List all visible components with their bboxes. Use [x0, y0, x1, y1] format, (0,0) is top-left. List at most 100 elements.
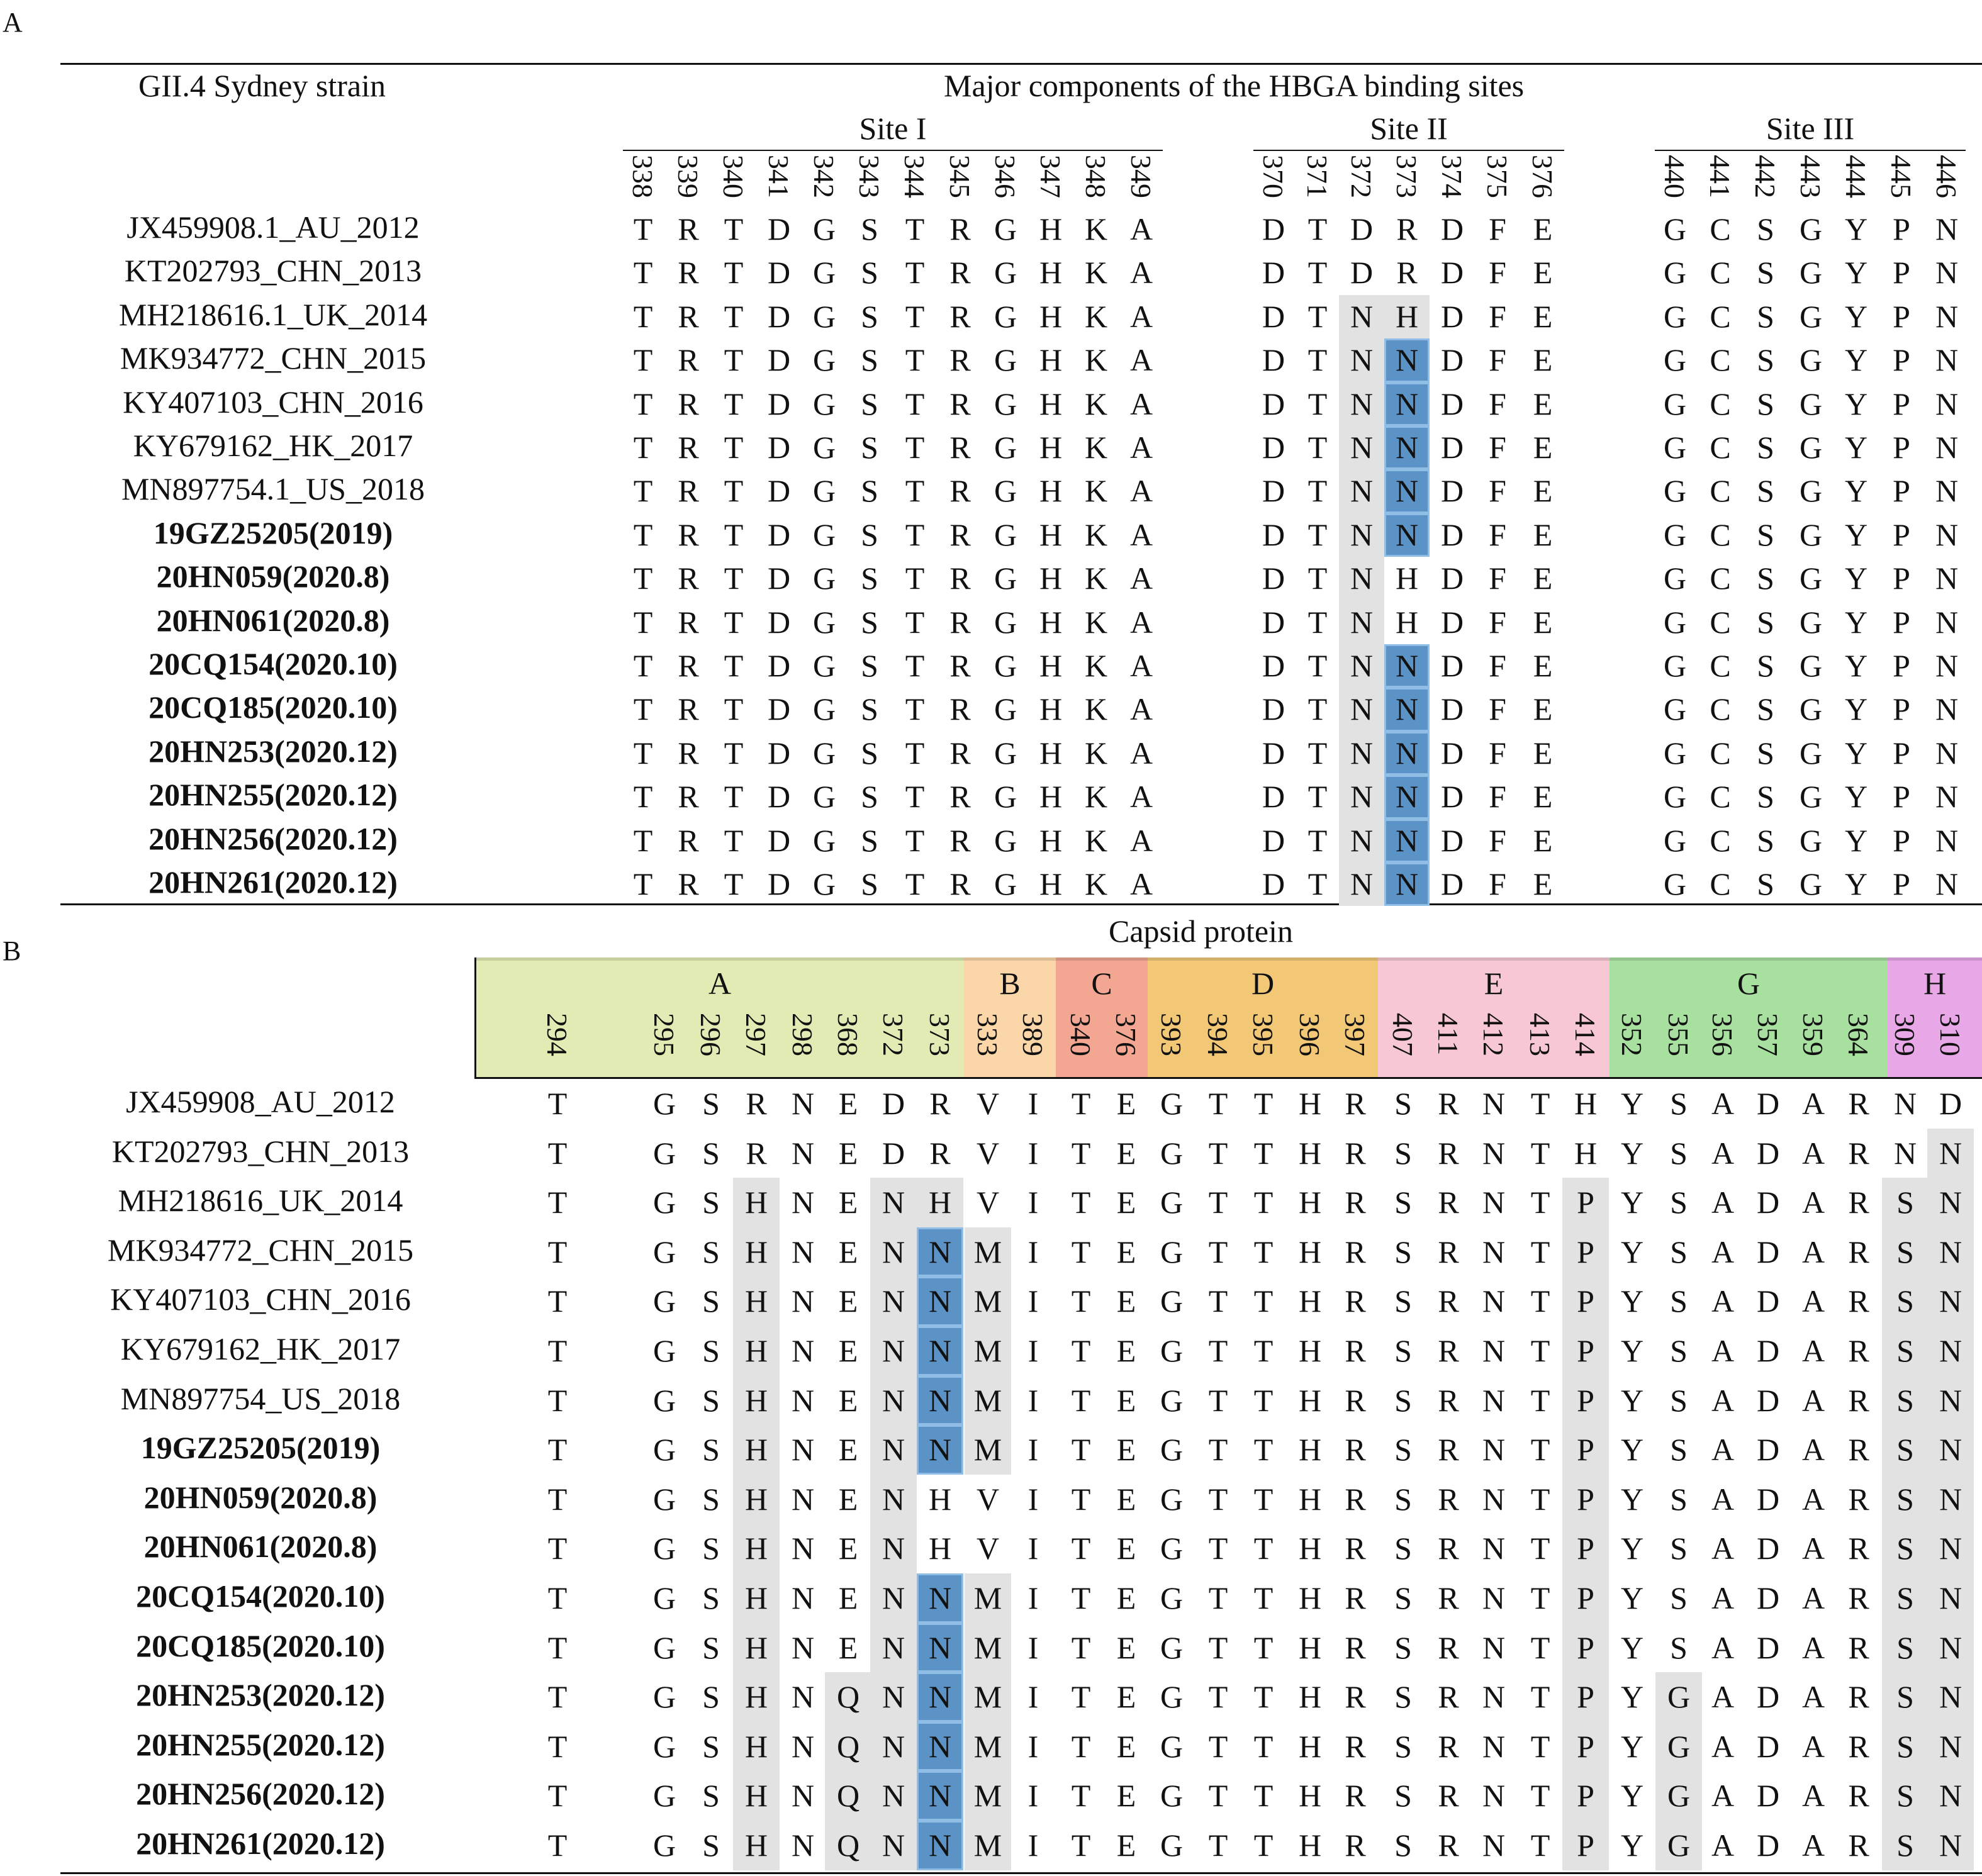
residue-cell: N — [1935, 342, 1959, 378]
residue-cell: H — [744, 1728, 768, 1764]
residue-cell: T — [1208, 1086, 1228, 1121]
residue-cell: N — [1939, 1481, 1962, 1517]
position-number: 355 — [1662, 1013, 1694, 1056]
residue-cell: H — [1039, 735, 1063, 771]
residue-cell: G — [994, 386, 1017, 422]
residue-cell: M — [973, 1728, 1002, 1764]
residue-cell: G — [1160, 1432, 1184, 1468]
residue-cell: R — [678, 516, 699, 552]
residue-cell: P — [1577, 1828, 1594, 1863]
residue-cell: C — [1710, 822, 1731, 858]
highlight-cell — [1927, 1721, 1974, 1772]
residue-cell: S — [1394, 1481, 1412, 1517]
residue-cell: N — [1350, 866, 1374, 902]
position-number: 441 — [1704, 155, 1736, 198]
residue-cell: T — [1307, 561, 1328, 596]
residue-cell: A — [1129, 779, 1153, 815]
residue-cell: P — [1893, 473, 1910, 509]
residue-cell: G — [1160, 1283, 1184, 1319]
residue-cell: T — [1071, 1481, 1091, 1517]
residue-cell: S — [1757, 516, 1774, 552]
panel-a-bottom-rule — [60, 903, 1982, 905]
residue-cell: G — [652, 1531, 676, 1566]
residue-cell: F — [1489, 561, 1506, 596]
position-number: 345 — [944, 155, 976, 198]
region-top-accent — [476, 958, 964, 961]
residue-cell: E — [1533, 386, 1553, 422]
highlight-cell — [1339, 863, 1384, 907]
residue-cell: R — [1438, 1382, 1459, 1418]
position-number: 309 — [1889, 1013, 1921, 1056]
highlight-cell — [733, 1573, 780, 1623]
highlight-cell — [1882, 1474, 1929, 1524]
residue-cell: G — [812, 255, 836, 291]
residue-cell: A — [1801, 1778, 1825, 1814]
highlight-cell — [917, 1771, 963, 1821]
highlight-cell — [1384, 513, 1430, 557]
residue-cell: T — [724, 866, 744, 902]
residue-cell: D — [1440, 561, 1464, 596]
residue-cell: N — [1482, 1382, 1506, 1418]
residue-cell: T — [1530, 1481, 1550, 1517]
residue-cell: G — [1799, 691, 1823, 727]
residue-cell: R — [678, 691, 699, 727]
residue-cell: S — [1670, 1185, 1688, 1220]
residue-cell: H — [1298, 1481, 1322, 1517]
residue-cell: R — [1848, 1679, 1869, 1715]
residue-cell: R — [1848, 1531, 1869, 1566]
residue-cell: T — [905, 342, 925, 378]
residue-cell: R — [1345, 1679, 1366, 1715]
residue-cell: N — [1350, 691, 1374, 727]
residue-cell: V — [976, 1531, 1000, 1566]
residue-cell: H — [1298, 1629, 1322, 1665]
highlight-cell — [733, 1178, 780, 1227]
residue-cell: M — [973, 1432, 1002, 1468]
residue-cell: N — [1935, 473, 1959, 509]
residue-cell: A — [1711, 1629, 1735, 1665]
residue-cell: R — [678, 779, 699, 815]
residue-cell: G — [994, 648, 1017, 683]
residue-cell: P — [1893, 386, 1910, 422]
residue-cell: N — [1939, 1432, 1962, 1468]
residue-cell: R — [949, 386, 971, 422]
highlight-cell — [1882, 1178, 1929, 1227]
residue-cell: E — [1116, 1135, 1136, 1171]
residue-cell: F — [1489, 648, 1506, 683]
residue-cell: G — [1663, 473, 1687, 509]
residue-cell: R — [1848, 1481, 1869, 1517]
residue-cell: R — [746, 1086, 767, 1121]
residue-cell: D — [1756, 1283, 1780, 1319]
residue-cell: Y — [1844, 822, 1868, 858]
residue-cell: S — [702, 1333, 720, 1368]
residue-cell: H — [1298, 1382, 1322, 1418]
residue-cell: S — [1670, 1432, 1688, 1468]
residue-cell: T — [905, 691, 925, 727]
highlight-cell — [1882, 1227, 1929, 1277]
residue-cell: D — [1756, 1728, 1780, 1764]
residue-cell: S — [861, 691, 878, 727]
highlight-cell — [965, 1721, 1011, 1772]
residue-cell: N — [1939, 1185, 1962, 1220]
residue-cell: N — [928, 1382, 952, 1418]
position-number: 352 — [1616, 1013, 1648, 1056]
residue-cell: D — [767, 648, 791, 683]
residue-cell: G — [994, 604, 1017, 640]
residue-cell: C — [1710, 604, 1731, 640]
residue-cell: H — [1298, 1728, 1322, 1764]
residue-cell: N — [1935, 255, 1959, 291]
residue-cell: E — [1116, 1629, 1136, 1665]
residue-cell: M — [973, 1580, 1002, 1616]
strain-name: KY679162_HK_2017 — [120, 1331, 401, 1366]
residue-cell: N — [1395, 779, 1419, 815]
position-number: 371 — [1301, 155, 1333, 198]
residue-cell: S — [702, 1679, 720, 1715]
residue-cell: D — [1262, 604, 1285, 640]
residue-cell: T — [905, 386, 925, 422]
residue-cell: Q — [836, 1778, 860, 1814]
region-top-accent — [1148, 958, 1378, 961]
position-number: 364 — [1842, 1013, 1874, 1056]
residue-cell: R — [949, 691, 971, 727]
residue-cell: R — [1345, 1531, 1366, 1566]
residue-cell: Y — [1620, 1283, 1644, 1319]
residue-cell: D — [767, 386, 791, 422]
